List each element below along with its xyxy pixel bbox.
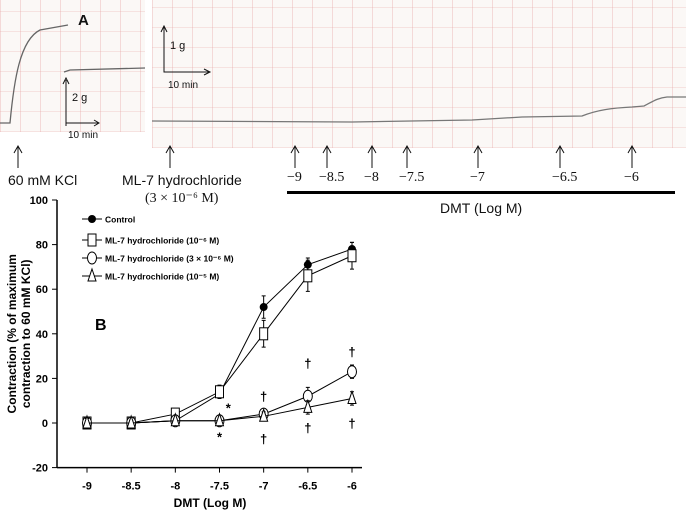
y-tick-label: 60 — [36, 284, 48, 296]
open-triangle-marker — [214, 412, 225, 427]
significance-marker: † — [304, 356, 311, 371]
series-0 — [83, 241, 356, 428]
arrow-icon — [627, 145, 637, 168]
open-triangle-marker — [258, 407, 269, 422]
x-tick-label: -7 — [259, 481, 269, 493]
dose-label: −7 — [470, 170, 485, 185]
arrow-icon — [555, 145, 565, 168]
dose-label: −8 — [364, 170, 379, 185]
y-axis-label: Contraction (% of maximum — [5, 254, 19, 413]
ml7-concentration: (3 × 10⁻⁶ M) — [145, 191, 219, 206]
open-triangle-marker — [82, 414, 92, 429]
dmt-bar-label: DMT (Log M) — [440, 200, 523, 216]
significance-marker: † — [260, 389, 267, 404]
x-tick-label: -6 — [347, 481, 357, 493]
filled-circle-marker — [259, 303, 268, 312]
x-tick-label: -9 — [82, 481, 92, 493]
panel-b-label: B — [95, 317, 107, 334]
dose-arrows — [13, 145, 637, 168]
arrow-icon — [473, 145, 483, 168]
kcl-trace-panel: A 2 g 10 min — [0, 0, 145, 141]
open-triangle-marker — [170, 412, 181, 427]
dose-label: −9 — [287, 170, 302, 185]
y-axis-label: contraction to 60 mM KCl) — [19, 259, 33, 408]
x-tick-label: -7.5 — [210, 481, 229, 493]
open-square-marker — [214, 385, 224, 399]
arrow-icon — [367, 145, 377, 168]
open-triangle-marker — [87, 267, 97, 282]
open-triangle-marker — [126, 414, 136, 429]
filled-circle-marker — [88, 215, 96, 223]
x-tick-label: -8 — [170, 481, 180, 493]
significance-marker: * — [226, 400, 232, 415]
panel-a-label: A — [78, 12, 89, 29]
y-tick-label: 100 — [30, 195, 48, 207]
y-tick-label: 20 — [36, 373, 48, 385]
legend-entry: Control — [105, 215, 135, 225]
y-tick-label: 0 — [42, 418, 48, 430]
dose-label: −7.5 — [399, 170, 425, 185]
ml7-label: ML-7 hydrochloride — [122, 172, 242, 188]
arrow-icon — [13, 145, 23, 168]
y-tick-label: 40 — [36, 329, 48, 341]
open-triangle-marker — [303, 398, 313, 413]
scale-bar-2g: 2 g — [72, 92, 88, 104]
scale-bar-1g: 1 g — [170, 40, 186, 52]
open-square-marker — [87, 233, 97, 247]
x-tick-label: -8.5 — [122, 481, 141, 493]
legend-entry: ML-7 hydrochloride (10⁻⁵ M) — [105, 272, 219, 282]
scale-bar-10min-2: 10 min — [168, 80, 199, 91]
dmt-trace — [152, 24, 686, 123]
legend-entry: ML-7 hydrochloride (10⁻⁶ M) — [105, 236, 219, 246]
dose-label: −6 — [624, 170, 639, 185]
y-tick-label: 80 — [36, 240, 48, 252]
open-square-marker — [347, 249, 357, 263]
dose-label: −6.5 — [552, 170, 578, 185]
open-triangle-marker — [347, 389, 357, 404]
significance-marker: † — [348, 416, 355, 431]
significance-marker: * — [217, 429, 223, 444]
significance-marker: † — [348, 345, 355, 360]
series-1 — [82, 241, 357, 430]
open-circle-marker — [87, 251, 97, 265]
kcl-label: 60 mM KCl — [8, 172, 78, 188]
dose-label: −8.5 — [319, 170, 345, 185]
open-circle-marker — [346, 365, 357, 379]
scale-bar-10min: 10 min — [68, 130, 99, 141]
dmt-trace-panel: 1 g 10 min — [152, 0, 686, 148]
legend-entry: ML-7 hydrochloride (3 × 10⁻⁶ M) — [105, 254, 234, 264]
significance-marker: † — [304, 420, 311, 435]
kcl-trace — [0, 24, 145, 127]
y-tick-label: -20 — [32, 463, 48, 475]
arrow-icon — [402, 145, 412, 168]
arrow-icon — [322, 145, 332, 168]
series-3 — [82, 389, 357, 429]
significance-marker: † — [260, 432, 267, 447]
x-axis-label: DMT (Log M) — [174, 496, 247, 510]
x-tick-label: -6.5 — [298, 481, 317, 493]
arrow-icon — [165, 145, 175, 168]
open-square-marker — [303, 269, 313, 283]
dmt-bar — [287, 191, 675, 194]
arrow-icon — [290, 145, 300, 168]
open-square-marker — [259, 327, 269, 341]
